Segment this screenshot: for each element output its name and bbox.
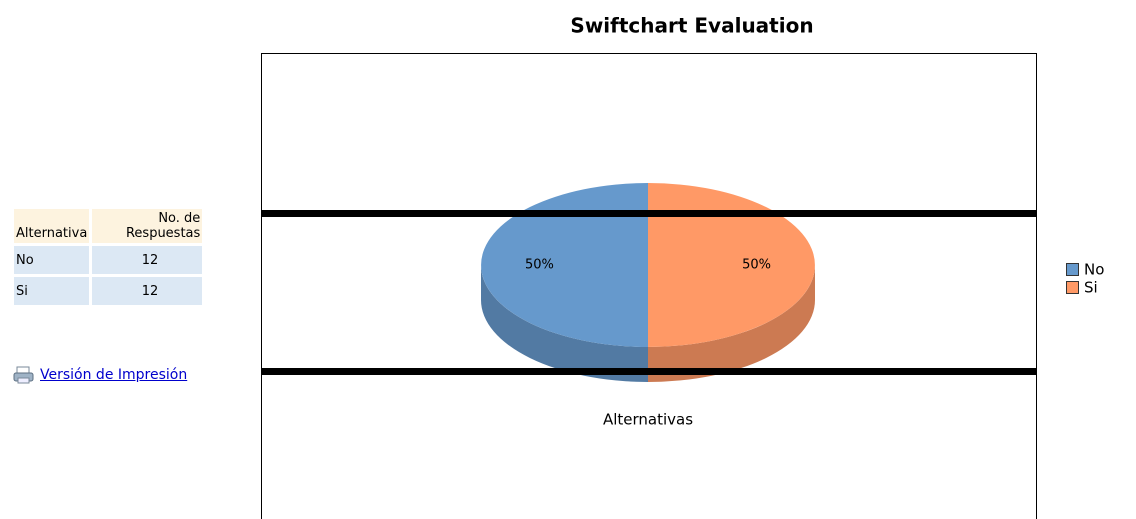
redaction-bar [261,210,1037,217]
cell: 12 [89,246,203,274]
pie: 50% 50% [481,183,815,382]
print-link[interactable]: Versión de Impresión [40,367,188,383]
printer-icon [13,366,34,384]
redaction-bar [261,368,1037,375]
chart-title: Swiftchart Evaluation [570,14,813,38]
header-cell: Alternativa [14,209,90,243]
row: Si 12 [14,277,203,305]
print-link-area: Versión de Impresión [12,365,187,385]
pie-slice [481,183,648,347]
cell: No [14,246,90,274]
x-axis-label: Alternativas [603,411,693,429]
legend-swatch [1066,263,1079,276]
legend-label: No [1084,261,1104,279]
cell: 12 [89,277,203,305]
data-label: 50% [525,258,554,273]
pie-side [648,265,815,382]
row: No 12 [14,246,203,274]
pie-side [481,265,648,382]
data-table: Alternativa No. de Respuestas No 12 Si 1… [14,206,203,308]
header-row: Alternativa No. de Respuestas [14,209,203,243]
data-label: 50% [742,258,771,273]
legend-swatch [1066,281,1079,294]
legend-label: Si [1084,279,1098,297]
pie-slice [648,183,815,347]
plot-frame [261,53,1037,519]
cell: Si [14,277,90,305]
header-cell: No. de Respuestas [89,209,203,243]
